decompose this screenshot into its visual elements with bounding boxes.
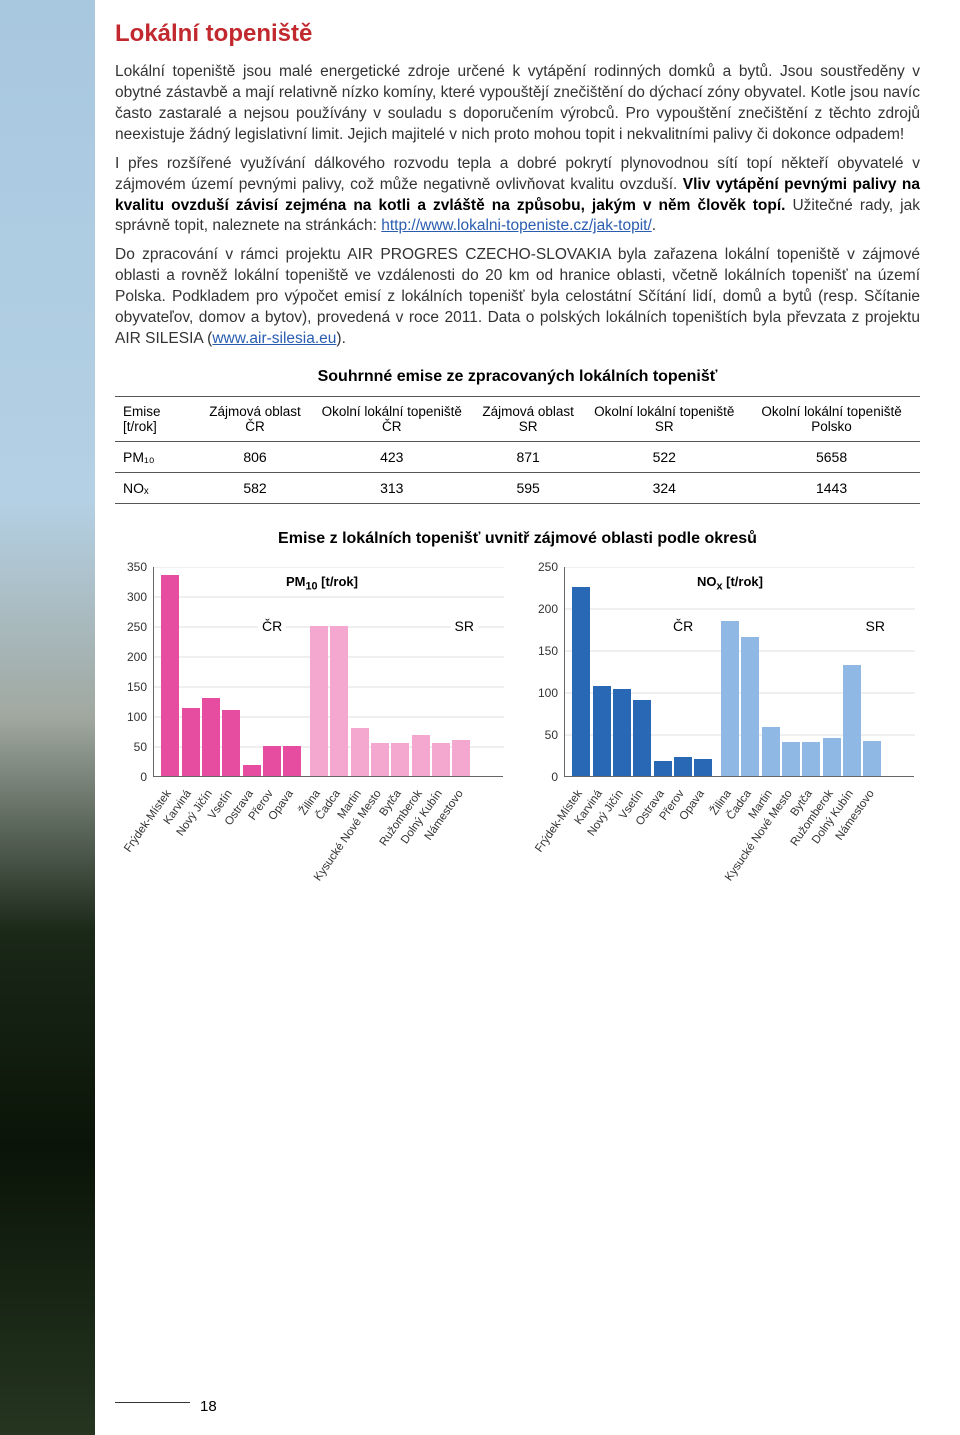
table-cell: 1443: [743, 472, 920, 503]
y-axis-label: 100: [526, 686, 558, 700]
table-row: NOₓ5823135953241443: [115, 472, 920, 503]
bar: [330, 626, 348, 776]
bar: [802, 742, 820, 776]
paragraph-2: I přes rozšířené využívání dálkového roz…: [115, 154, 920, 238]
table-cell: PM₁₀: [115, 441, 197, 472]
bar: [633, 700, 651, 776]
y-axis-label: 350: [115, 560, 147, 574]
paragraph-1: Lokální topeniště jsou malé energetické …: [115, 62, 920, 146]
chart-nox: 050100150200250NOx [t/rok]ČRSRFrýdek-Mís…: [526, 562, 920, 932]
paragraph-3: Do zpracování v rámci projektu AIR PROGR…: [115, 245, 920, 350]
bar: [161, 575, 179, 776]
bar: [283, 746, 301, 776]
table-header: Okolní lokální topeniště ČR: [313, 396, 471, 441]
bar: [654, 761, 672, 776]
bar: [694, 759, 712, 776]
bar: [843, 665, 861, 776]
bar: [263, 746, 281, 776]
table-cell: 582: [197, 472, 312, 503]
bar: [721, 621, 739, 776]
chart-overall-title: Emise z lokálních topenišť uvnitř zájmov…: [115, 530, 920, 548]
bar: [762, 727, 780, 776]
bar: [412, 735, 430, 776]
table-cell: 871: [471, 441, 585, 472]
y-axis-label: 200: [526, 602, 558, 616]
bar: [432, 743, 450, 776]
table-cell: 5658: [743, 441, 920, 472]
region-label-cr: ČR: [669, 617, 697, 635]
table-cell: 522: [585, 441, 743, 472]
bar: [243, 765, 261, 776]
table-header: Emise [t/rok]: [115, 396, 197, 441]
bar: [202, 698, 220, 776]
table-cell: 313: [313, 472, 471, 503]
y-axis-label: 150: [115, 680, 147, 694]
chart-pm10: 050100150200250300350PM10 [t/rok]ČRSRFrý…: [115, 562, 509, 932]
bar: [371, 743, 389, 776]
link-lokalni-topeniste[interactable]: http://www.lokalni-topeniste.cz/jak-topi…: [381, 217, 652, 234]
bar: [593, 686, 611, 776]
bar: [182, 708, 200, 776]
bar: [572, 587, 590, 776]
region-label-sr: SR: [451, 617, 478, 635]
table-cell: 423: [313, 441, 471, 472]
region-label-sr: SR: [862, 617, 889, 635]
table-cell: 595: [471, 472, 585, 503]
y-axis-label: 100: [115, 710, 147, 724]
y-axis-label: 300: [115, 590, 147, 604]
bar: [310, 626, 328, 776]
page-number-rule: [115, 1402, 190, 1403]
bar: [823, 738, 841, 776]
y-axis-label: 0: [526, 770, 558, 784]
para3-b: ).: [336, 330, 345, 347]
bar: [782, 742, 800, 776]
link-air-silesia[interactable]: www.air-silesia.eu: [212, 330, 336, 347]
chart-series-title: NOx [t/rok]: [697, 574, 763, 593]
bar: [222, 710, 240, 776]
table-title: Souhrnné emise ze zpracovaných lokálních…: [115, 368, 920, 386]
y-axis-label: 200: [115, 650, 147, 664]
table-header: Zájmová oblast ČR: [197, 396, 312, 441]
left-photo-strip: [0, 0, 95, 1435]
y-axis-label: 50: [115, 740, 147, 754]
y-axis-label: 250: [526, 560, 558, 574]
bar: [674, 757, 692, 776]
y-axis-label: 0: [115, 770, 147, 784]
bar: [452, 740, 470, 776]
y-axis-label: 250: [115, 620, 147, 634]
bar: [351, 728, 369, 776]
table-row: PM₁₀8064238715225658: [115, 441, 920, 472]
bar: [391, 743, 409, 776]
bar: [741, 637, 759, 776]
bar: [613, 689, 631, 776]
page-title: Lokální topeniště: [115, 20, 920, 48]
chart-series-title: PM10 [t/rok]: [286, 574, 358, 593]
y-axis-label: 50: [526, 728, 558, 742]
table-header: Okolní lokální topeniště SR: [585, 396, 743, 441]
table-cell: 806: [197, 441, 312, 472]
page-number: 18: [200, 1398, 217, 1415]
table-cell: NOₓ: [115, 472, 197, 503]
table-cell: 324: [585, 472, 743, 503]
region-label-cr: ČR: [258, 617, 286, 635]
table-header: Zájmová oblast SR: [471, 396, 585, 441]
y-axis-label: 150: [526, 644, 558, 658]
table-header: Okolní lokální topeniště Polsko: [743, 396, 920, 441]
emissions-table: Emise [t/rok]Zájmová oblast ČROkolní lok…: [115, 396, 920, 504]
bar: [863, 741, 881, 776]
